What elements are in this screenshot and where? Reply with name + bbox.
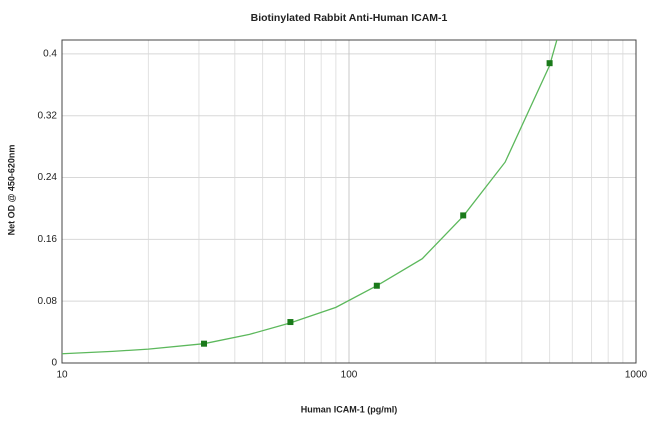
data-point [373, 282, 380, 289]
data-point [460, 212, 467, 219]
data-point [201, 340, 208, 347]
data-point [287, 319, 294, 326]
data-point [546, 60, 553, 67]
x-tick-label: 100 [341, 370, 358, 381]
y-axis-label: Net OD @ 450-620nm [6, 145, 16, 236]
y-tick-label: 0.4 [43, 49, 57, 60]
y-tick-label: 0.32 [38, 110, 58, 121]
y-tick-label: 0.24 [38, 172, 58, 183]
x-tick-label: 10 [56, 370, 68, 381]
y-tick-label: 0.16 [38, 234, 58, 245]
fit-curve [62, 40, 558, 355]
plot-frame [61, 39, 637, 364]
x-axis-label: Human ICAM-1 (pg/ml) [301, 404, 398, 414]
y-tick-label: 0.08 [38, 296, 58, 307]
x-tick-label: 1000 [625, 370, 648, 381]
chart-title: Biotinylated Rabbit Anti-Human ICAM-1 [251, 12, 448, 24]
y-tick-label: 0 [51, 358, 57, 369]
